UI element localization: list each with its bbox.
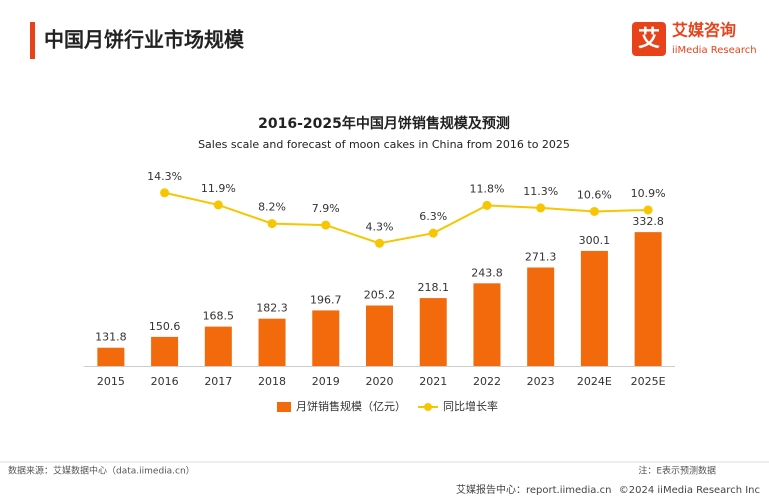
line-value-label: 7.9% bbox=[312, 202, 340, 215]
bar bbox=[580, 250, 608, 366]
x-tick-label: 2024E bbox=[577, 375, 612, 388]
logo-cn: 艾媒咨询 bbox=[672, 21, 736, 40]
bar-value-label: 218.1 bbox=[417, 281, 449, 294]
bar-value-label: 196.7 bbox=[310, 293, 342, 306]
bar bbox=[258, 318, 286, 366]
x-tick-label: 2022 bbox=[473, 375, 501, 388]
bar-value-label: 300.1 bbox=[579, 234, 611, 247]
line-value-label: 10.6% bbox=[577, 188, 612, 201]
line-value-label: 6.3% bbox=[419, 210, 447, 223]
report-center: 艾媒报告中心：report.iimedia.cn bbox=[456, 483, 611, 496]
line-point bbox=[536, 203, 546, 213]
bar bbox=[97, 347, 125, 366]
line-point bbox=[321, 220, 331, 230]
bar-value-label: 150.6 bbox=[149, 320, 181, 333]
page-title: 中国月饼行业市场规模 bbox=[44, 28, 245, 52]
note: 注：E表示预测数据 bbox=[638, 465, 716, 477]
line-point bbox=[643, 205, 653, 215]
title-accent bbox=[30, 22, 35, 59]
line-value-label: 10.9% bbox=[631, 187, 666, 200]
x-tick-label: 2025E bbox=[631, 375, 666, 388]
line-point bbox=[267, 219, 277, 229]
logo-icon: 艾 bbox=[638, 27, 660, 52]
line-point bbox=[375, 238, 384, 248]
logo-icon-bg bbox=[632, 22, 666, 56]
bar bbox=[312, 310, 340, 366]
bar bbox=[634, 232, 662, 366]
legend-swatch bbox=[424, 403, 432, 411]
line-value-label: 8.2% bbox=[258, 201, 286, 214]
x-tick-label: 2021 bbox=[419, 375, 447, 388]
legend-swatch bbox=[277, 402, 291, 412]
x-tick-label: 2017 bbox=[204, 375, 232, 388]
line-value-label: 11.3% bbox=[523, 185, 558, 198]
line-value-label: 11.9% bbox=[201, 182, 236, 195]
bar-value-label: 182.3 bbox=[256, 302, 288, 315]
line bbox=[164, 191, 649, 245]
legend-label: 同比增长率 bbox=[443, 399, 498, 413]
x-tick-label: 2016 bbox=[151, 375, 179, 388]
bar-value-label: 243.8 bbox=[471, 266, 503, 279]
x-tick-label: 2019 bbox=[312, 375, 340, 388]
bar bbox=[419, 298, 447, 366]
logo-en: iiMedia Research bbox=[672, 45, 757, 56]
bar bbox=[151, 336, 179, 366]
line-point bbox=[589, 206, 599, 216]
bar-value-label: 271.3 bbox=[525, 251, 557, 264]
line-value-label: 14.3% bbox=[147, 170, 182, 183]
line-value-label: 4.3% bbox=[366, 220, 394, 233]
copyright: ©2024 iiMedia Research Inc bbox=[619, 485, 760, 496]
legend-label: 月饼销售规模（亿元） bbox=[296, 399, 406, 413]
x-tick-label: 2023 bbox=[527, 375, 555, 388]
bar-value-label: 332.8 bbox=[632, 215, 664, 228]
bar-value-label: 205.2 bbox=[364, 289, 396, 302]
x-tick-label: 2015 bbox=[97, 375, 125, 388]
bar bbox=[366, 305, 393, 366]
bar-value-label: 131.8 bbox=[95, 331, 127, 344]
bar bbox=[473, 283, 501, 366]
chart-subtitle: Sales scale and forecast of moon cakes i… bbox=[198, 138, 570, 151]
line-point bbox=[482, 200, 492, 210]
bar-value-label: 168.5 bbox=[203, 310, 235, 323]
line-point bbox=[213, 200, 223, 210]
source: 数据来源：艾媒数据中心（data.iimedia.cn） bbox=[8, 465, 195, 477]
chart-title: 2016-2025年中国月饼销售规模及预测 bbox=[258, 115, 510, 132]
bar bbox=[527, 267, 555, 366]
bar bbox=[204, 326, 232, 366]
line-point bbox=[160, 188, 170, 198]
x-tick-label: 2018 bbox=[258, 375, 286, 388]
line-value-label: 11.8% bbox=[469, 182, 504, 195]
line-point bbox=[428, 228, 438, 238]
x-tick-label: 2020 bbox=[366, 375, 394, 388]
